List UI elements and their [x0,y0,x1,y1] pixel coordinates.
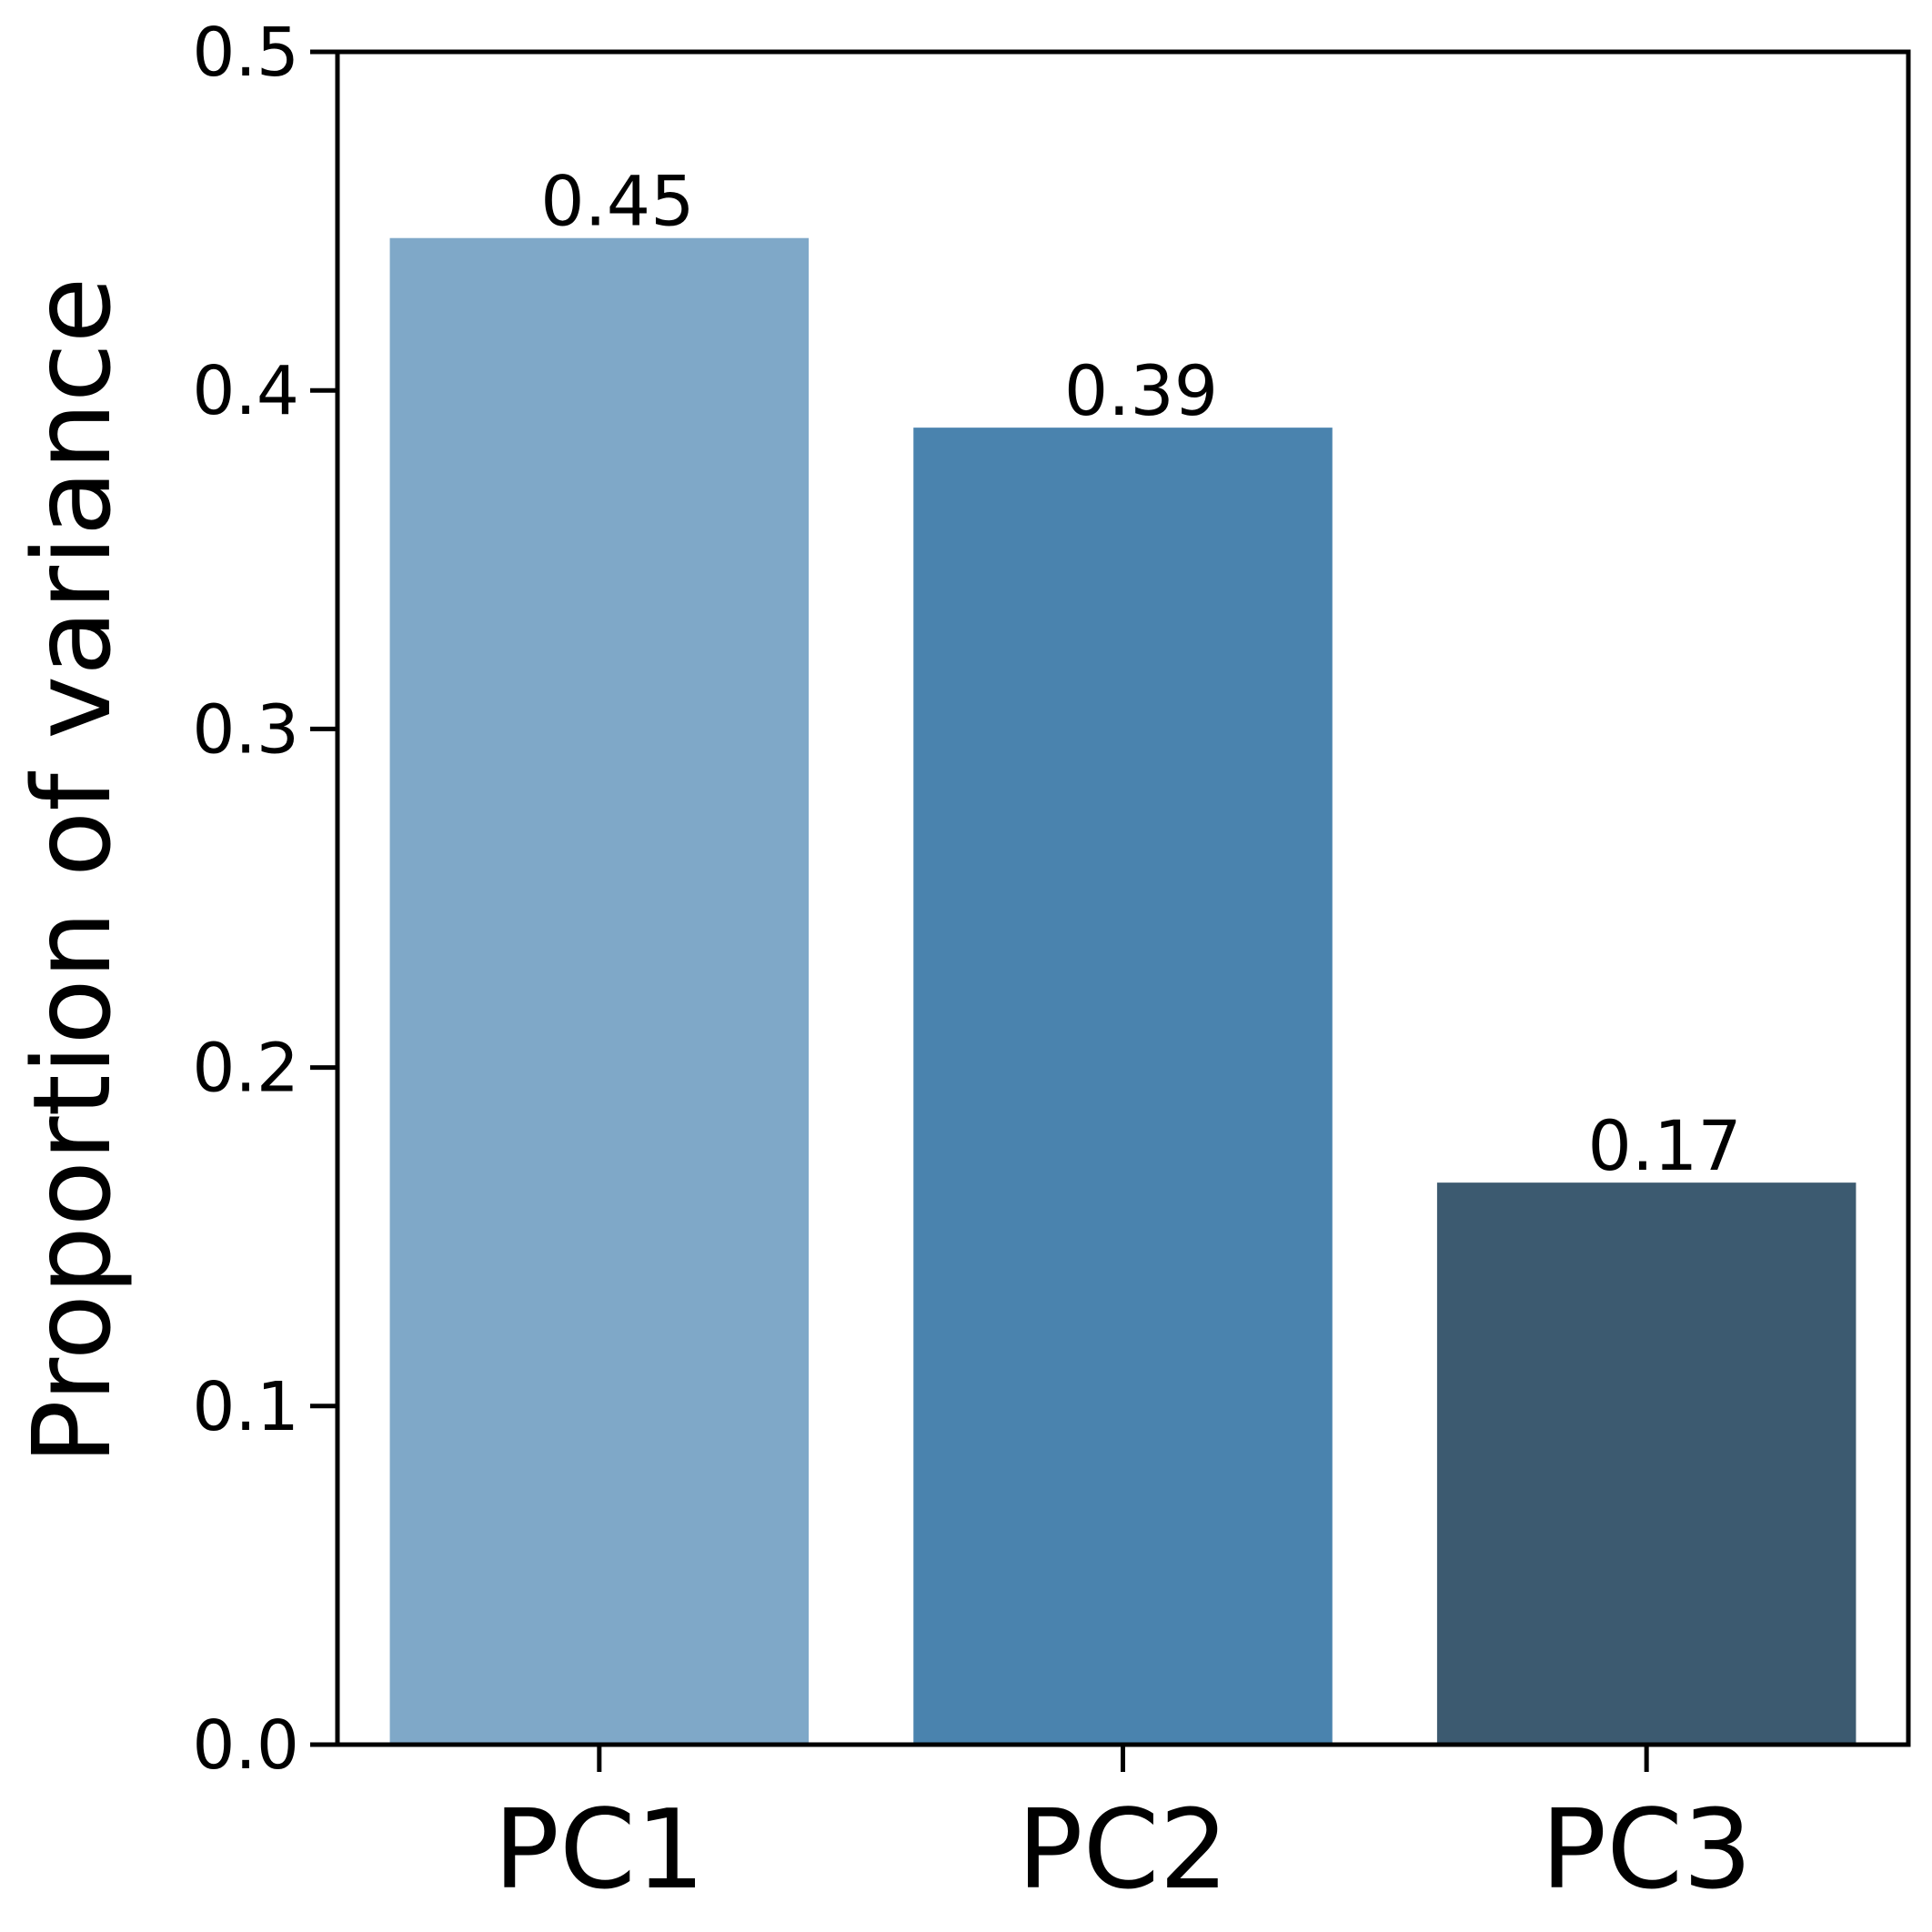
bar-value-labels: 0.45 0.39 0.17 [540,161,1742,1186]
y-tick-label: 0.0 [192,1706,299,1785]
y-axis-ticks: 0.0 0.1 0.2 0.3 0.4 0.5 [192,14,337,1785]
x-tick-label: PC1 [494,1787,706,1914]
y-axis-label: Proportion of variance [9,277,135,1465]
y-tick-label: 0.5 [192,14,299,92]
x-tick-label: PC2 [1017,1787,1229,1914]
x-axis-ticks: PC1 PC2 PC3 [494,1745,1753,1914]
bar-value-label: 0.17 [1588,1105,1742,1186]
bar-value-label: 0.39 [1064,350,1218,431]
y-tick-label: 0.2 [192,1030,299,1108]
y-tick-label: 0.3 [192,690,299,769]
x-tick-label: PC3 [1541,1787,1753,1914]
y-tick-label: 0.1 [192,1368,299,1446]
bar-pc3 [1436,1182,1857,1745]
bars [389,237,1857,1746]
bar-value-label: 0.45 [540,161,694,242]
bar-pc1 [389,237,810,1746]
bar-pc2 [913,428,1333,1746]
y-tick-label: 0.4 [192,352,299,430]
